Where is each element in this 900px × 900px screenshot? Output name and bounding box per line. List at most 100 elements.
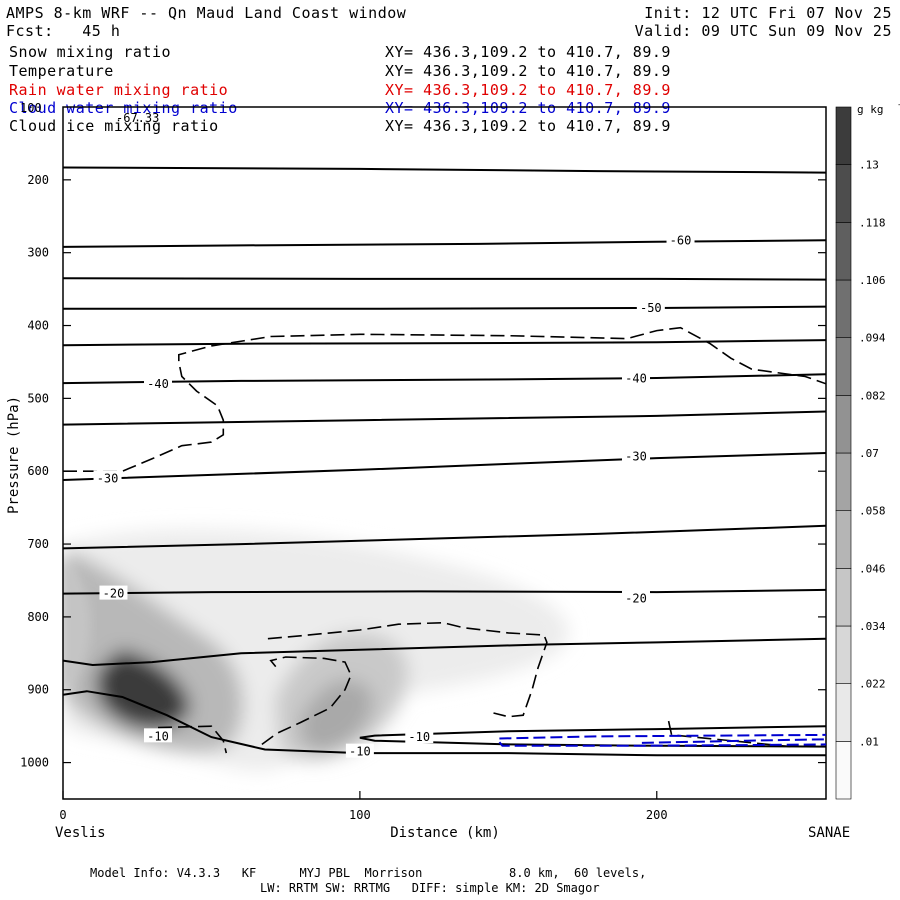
x-tick-label: 200 [646,808,668,822]
temperature-label-bg [621,370,650,385]
y-tick-label: 1000 [20,756,49,770]
colorbar-bin [835,395,852,454]
temperature-contour-label: -30 [625,450,647,464]
temperature-contour-line [63,588,826,595]
colorbar-level-label: .022 [859,678,886,691]
x-tick-label: 0 [59,808,66,822]
y-tick-label: 700 [27,537,49,551]
init-time: Init: 12 UTC Fri 07 Nov 25 [644,4,892,22]
temperature-contour-line [63,373,826,385]
temperature-contour-label: -50 [640,301,662,315]
temperature-labels: -60 -50 -40 -40 -30 -30 -20 -20 -10 -10 -10 [93,232,695,759]
temperature-contour-label: -10 [349,745,371,759]
field-cloudwater-name: Cloud water mixing ratio [9,99,238,117]
colorbar-level-label: .106 [859,274,886,287]
cloud-water-contour-line [498,741,826,747]
model-info-line1: Model Info: V4.3.3 KF MYJ PBL Morrison 8… [90,866,647,880]
temperature-contour-label: -40 [625,372,647,386]
colorbar-level-label: .07 [859,447,879,460]
field-snow-xy: XY= 436.3,109.2 to 410.7, 89.9 [385,43,671,61]
y-tick-label: 200 [27,173,49,187]
cloud-ice-contour-line [667,720,791,748]
y-tick-label: 600 [27,464,49,478]
x-axis-label: Distance (km) [390,825,500,841]
colorbar-level-label: .01 [859,735,879,748]
y-tick-label: 800 [27,610,49,624]
temperature-label-bg [621,448,650,463]
colorbar-bin [835,683,852,742]
colorbar-level-label: .034 [859,620,886,633]
cloud-water-contour-line [499,733,826,740]
colorbar-bin [835,568,852,627]
colorbar-level-label: .13 [859,159,879,172]
field-snow-name: Snow mixing ratio [9,43,172,61]
temperature-label-bg [144,728,173,743]
colorbar-bin [835,222,852,281]
temperature-contour-label: -20 [103,587,125,601]
colorbar-bin [835,279,852,338]
temperature-contour-line [63,690,826,757]
valid-time: Valid: 09 UTC Sun 09 Nov 25 [634,22,892,40]
y-tick-label: 400 [27,319,49,333]
temperature-label-bg [405,729,434,744]
temperature-label-bg [345,743,374,758]
colorbar-level-label: .058 [859,505,886,518]
temperature-contours [63,166,826,757]
x-tick-label: 100 [349,808,371,822]
temperature-contour-line [63,410,826,426]
y-tick-label: 900 [27,683,49,697]
colorbar-bin [835,625,852,684]
plot-title: AMPS 8-km WRF -- Qn Maud Land Coast wind… [6,4,407,22]
field-rain-xy: XY= 436.3,109.2 to 410.7, 89.9 [385,81,671,99]
colorbar-bin [835,106,852,165]
field-rain-name: Rain water mixing ratio [9,81,229,99]
temperature-contour-label: -60 [670,233,692,247]
temperature-label-bg [666,232,695,247]
temperature-contour-line [63,339,826,347]
colorbar-bin [835,452,852,511]
endpoint-right-label: SANAE [808,825,850,841]
temperature-label-bg [99,585,128,600]
temperature-contour-line [63,524,826,550]
temperature-contour-line [63,305,826,310]
corner-latitude-label: -67.33 [116,111,159,125]
temperature-label-bg [93,470,122,485]
colorbar-level-label: .094 [859,332,886,345]
temperature-contour-line [63,239,826,248]
temperature-contour-label: -40 [147,377,169,391]
temperature-contour-label: -10 [147,729,169,743]
temperature-contour-label: -10 [408,730,430,744]
temperature-contour-label: -20 [625,592,647,606]
field-temp-xy: XY= 436.3,109.2 to 410.7, 89.9 [385,62,671,80]
temperature-contour-line [63,277,826,281]
field-cloudice-name: Cloud ice mixing ratio [9,117,219,135]
cloud-ice-contours [63,326,826,754]
temperature-contour-line [63,637,826,667]
field-cloudice-xy: XY= 436.3,109.2 to 410.7, 89.9 [385,117,671,135]
snow-area-lobe-core [300,680,373,751]
colorbar-units-exponent: -1 [897,100,900,109]
y-tick-label: 500 [27,391,49,405]
forecast-hour: Fcst: 45 h [6,22,121,40]
field-cloudwater-xy: XY= 436.3,109.2 to 410.7, 89.9 [385,99,671,117]
temperature-contour-label: -30 [97,471,119,485]
colorbar-bin [835,164,852,223]
cloud-water-contours [498,733,826,747]
field-temp-name: Temperature [9,62,114,80]
temperature-contour-line [63,166,826,174]
colorbar-bin [835,337,852,396]
y-top-tick-label: 100 [20,101,42,115]
colorbar-bin [835,510,852,569]
colorbar-level-label: .082 [859,389,886,402]
colorbar-bin [835,741,852,800]
snow-shading [63,529,569,771]
colorbar-level-label: .046 [859,562,886,575]
cloud-ice-contour-line [267,621,548,718]
endpoint-left-label: Veslis [55,825,106,841]
y-tick-label: 300 [27,246,49,260]
colorbar-level-label: .118 [859,216,886,229]
temperature-contour-line [63,452,826,481]
y-axis-label: Pressure (hPa) [6,396,22,514]
colorbar: .01 .022 .034 .046 .058 .07 .082 .094 .106 .118 .1… [835,100,900,800]
